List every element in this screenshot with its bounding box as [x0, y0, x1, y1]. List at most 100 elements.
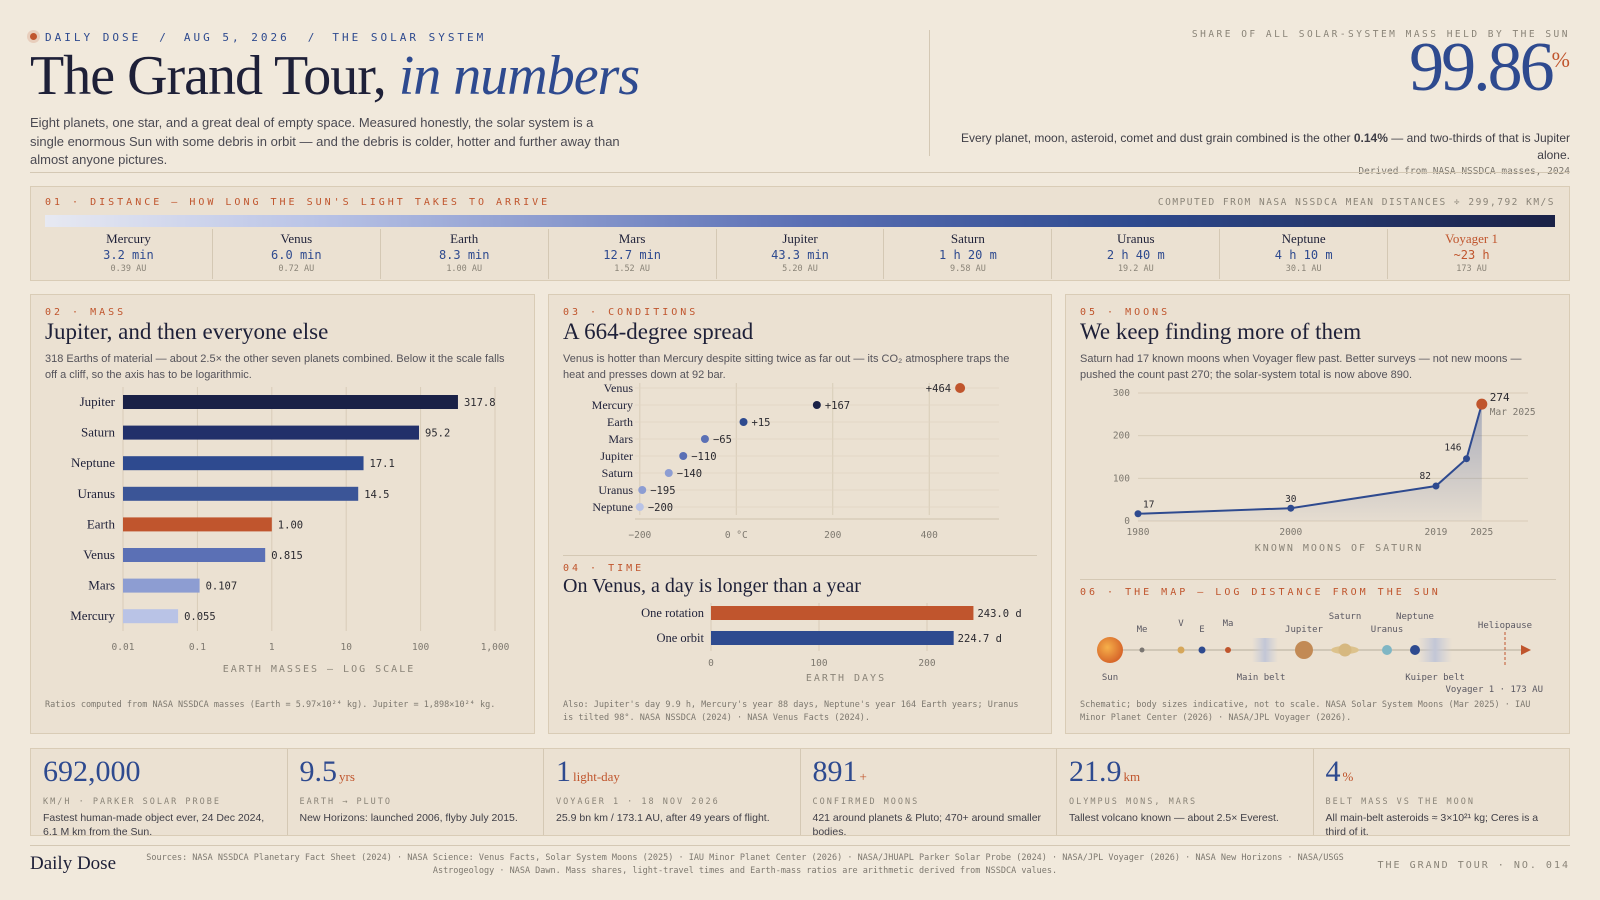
moons-kicker: 05 · MOONS: [1080, 307, 1171, 318]
hero-stat-text-post: — and two-thirds of that is Jupiter alon…: [1387, 131, 1570, 162]
map-label-neptune: Neptune: [1396, 612, 1434, 622]
hero-stat-unit: %: [1551, 47, 1570, 72]
mass-bar: [123, 517, 272, 532]
hero-stat-figure: 99.86%: [940, 33, 1570, 116]
hero-stat-text-bold: 0.14%: [1353, 131, 1388, 145]
header-divider: [929, 30, 930, 156]
hero-stat-label: SHARE OF ALL SOLAR-SYSTEM MASS HELD BY T…: [1191, 29, 1570, 40]
temp-category-label: Jupiter: [600, 449, 633, 463]
moons-value-label: 82: [1420, 471, 1431, 482]
map-label-saturn: Saturn: [1329, 612, 1362, 622]
moons-value-label: 17: [1143, 500, 1154, 511]
time-value-label: 224.7 d: [958, 633, 1002, 645]
temp-dot: [812, 401, 821, 409]
temp-dot: [700, 435, 709, 443]
distance-item-name: Neptune: [1281, 231, 1326, 246]
map-label-me: Me: [1137, 625, 1148, 635]
distance-item-name: Saturn: [950, 231, 985, 246]
mass-value-label: 0.815: [271, 550, 303, 562]
stat-figure: 4%: [1326, 755, 1558, 793]
moons-value-label: 146: [1444, 443, 1461, 454]
stat-unit: km: [1123, 769, 1141, 784]
moons-chart: 0 100 200 300 1980 2000 2019 2025 17 30 82 146 274 Ma…: [1113, 388, 1536, 554]
header: DAILY DOSE / AUG 5, 2026/THE SOLAR SYSTEM …: [30, 22, 910, 172]
mass-bar: [123, 548, 266, 562]
time-bar: [711, 631, 954, 645]
conditions-kicker: 03 · CONDITIONS: [563, 307, 699, 318]
live-dot-icon: [30, 33, 37, 41]
header-rule: [30, 172, 1570, 173]
temperature-chart: −200 0 °C 200 400 Venus +464 Mercury +167 Earth +…: [592, 383, 999, 541]
temp-dot: [638, 486, 647, 494]
hero-stat-text-pre: Every planet, moon, asteroid, comet and …: [960, 131, 1354, 145]
distance-item-name: Venus: [280, 231, 313, 246]
kuiper-belt-icon: [1418, 638, 1452, 662]
uranus-icon: [1382, 645, 1392, 655]
distance-item-time: 2 h 40 m: [1106, 248, 1165, 262]
moons-title: We keep finding more of them: [1080, 319, 1362, 344]
temp-category-label: Saturn: [602, 466, 633, 480]
distance-gradient-bar: [45, 215, 1555, 227]
temp-value-label: +167: [825, 400, 850, 412]
distance-item-time: 4 h 10 m: [1274, 248, 1333, 262]
time-axis-label: EARTH DAYS: [806, 673, 886, 684]
mass-note: Ratios computed from NASA NSSDCA masses …: [45, 700, 496, 710]
mars-icon: [1225, 647, 1231, 653]
mass-category-label: Uranus: [77, 486, 115, 501]
footer-issue: THE GRAND TOUR · NO. 014: [1377, 860, 1570, 871]
jupiter-icon: [1295, 641, 1313, 659]
stat-label: KM/H · PARKER SOLAR PROBE: [43, 797, 221, 807]
distance-item-au: 19.2 AU: [1117, 264, 1154, 274]
time-tick-label: 0: [708, 658, 714, 669]
stat-value: 9.5: [299, 755, 338, 788]
mass-panel: 02 · MASS Jupiter, and then everyone els…: [30, 294, 535, 734]
stat-text: New Horizons: launched 2006, flyby July …: [299, 812, 518, 824]
mass-kicker: 02 · MASS: [45, 307, 127, 318]
hero-stat-value: 99.86: [1409, 29, 1554, 106]
earth-icon: [1198, 646, 1206, 654]
sun-icon: [1097, 637, 1123, 663]
mass-title: Jupiter, and then everyone else: [45, 319, 329, 344]
mass-category-label: Neptune: [71, 455, 115, 470]
mass-value-label: 17.1: [370, 458, 395, 470]
distance-item-name: Uranus: [1117, 231, 1155, 246]
stats-row: 692,000 KM/H · PARKER SOLAR PROBE Fastest …: [30, 748, 1570, 838]
distance-source: COMPUTED FROM NASA NSSDCA MEAN DISTANCES…: [1157, 197, 1555, 208]
temp-dot: [664, 469, 673, 477]
temp-value-label: −195: [650, 485, 675, 497]
moons-ytick-label: 0: [1124, 516, 1130, 527]
distance-item: Earth 8.3 min 1.00 AU: [381, 229, 549, 279]
map-label-main-belt: Main belt: [1237, 673, 1286, 683]
section-divider: [563, 555, 1037, 556]
distance-item-name: Voyager 1: [1445, 231, 1498, 246]
distance-item: Jupiter 43.3 min 5.20 AU: [717, 229, 885, 279]
mass-value-label: 95.2: [425, 428, 450, 440]
distance-panel: 01 · DISTANCE — HOW LONG THE SUN'S LIGHT…: [30, 186, 1570, 281]
stat-text: 421 around planets & Pluto; 470+ around …: [812, 812, 1042, 838]
moons-point: [1463, 455, 1471, 463]
map-label-sun: Sun: [1102, 673, 1118, 683]
mass-bar: [123, 486, 359, 501]
time-category-label: One orbit: [656, 631, 704, 645]
map-label-ma: Ma: [1223, 619, 1234, 629]
moons-ytick-label: 300: [1113, 388, 1130, 399]
temp-category-label: Neptune: [592, 500, 633, 514]
moons-area: [1138, 404, 1482, 521]
stat-figure: 9.5 yrs: [300, 755, 532, 793]
stat-unit: +: [859, 769, 867, 784]
mercury-icon: [1139, 647, 1145, 653]
temp-tick-label: 400: [921, 530, 938, 541]
time-value-label: 243.0 d: [977, 608, 1021, 620]
moons-value-label: 274: [1490, 391, 1510, 404]
stat-label: CONFIRMED MOONS: [812, 797, 920, 807]
section-divider: [1080, 579, 1556, 580]
stat-value: 21.9: [1069, 755, 1122, 788]
mass-category-label: Earth: [87, 516, 116, 531]
stat-card: 9.5 yrs EARTH → PLUTO New Horizons: launche…: [288, 749, 544, 835]
mass-chart: 0.01 0.1 1 10 100 1,000 Jupiter 317.8 Saturn 95.2…: [70, 387, 510, 675]
main-belt-icon: [1252, 638, 1278, 662]
stat-card: 21.9 km OLYMPUS MONS, MARS Tallest volcano …: [1057, 749, 1314, 835]
stat-card: 692,000 KM/H · PARKER SOLAR PROBE Fastest …: [31, 749, 288, 838]
stat-text: Fastest human-made object ever, 24 Dec 2…: [43, 812, 265, 838]
distance-item-au: 9.58 AU: [949, 264, 986, 274]
